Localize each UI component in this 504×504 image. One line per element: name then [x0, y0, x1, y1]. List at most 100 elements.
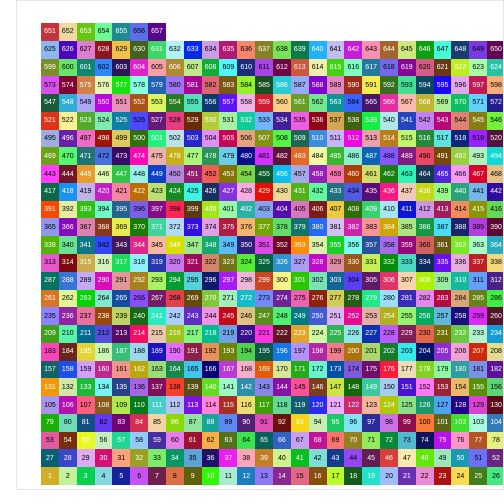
color-swatch-375: 375 [219, 218, 238, 237]
color-swatch-206: 206 [451, 342, 470, 361]
color-swatch-518: 518 [451, 129, 470, 148]
color-swatch-10: 10 [201, 467, 220, 485]
color-swatch-240: 240 [130, 307, 149, 326]
color-swatch-425: 425 [183, 182, 202, 201]
color-swatch-399: 399 [183, 200, 202, 219]
color-swatch-514: 514 [380, 129, 398, 148]
color-swatch-656: 656 [130, 23, 149, 41]
color-swatch-257: 257 [433, 307, 452, 326]
color-swatch-353: 353 [290, 236, 309, 254]
color-swatch-505: 505 [219, 129, 238, 148]
color-swatch-277: 277 [326, 289, 345, 308]
color-swatch-596: 596 [451, 76, 470, 95]
color-swatch-65: 65 [255, 431, 273, 450]
color-swatch-373: 373 [183, 218, 202, 237]
color-swatch-359: 359 [397, 236, 416, 254]
color-swatch-232: 232 [451, 325, 470, 343]
color-swatch-409: 409 [362, 200, 381, 219]
color-swatch-434: 434 [344, 182, 363, 201]
color-swatch-85: 85 [148, 413, 166, 432]
color-swatch-604: 604 [130, 58, 149, 77]
color-swatch-297: 297 [219, 271, 238, 290]
color-swatch-544: 544 [451, 111, 470, 130]
color-swatch-504: 504 [201, 129, 220, 148]
color-swatch-78: 78 [487, 431, 503, 450]
color-swatch-292: 292 [130, 271, 149, 290]
color-swatch-265: 265 [112, 289, 131, 308]
color-swatch-522: 522 [58, 111, 77, 130]
color-swatch-221: 221 [255, 325, 273, 343]
color-swatch-459: 459 [326, 165, 345, 183]
color-swatch-233: 233 [469, 325, 488, 343]
color-swatch-245: 245 [219, 307, 238, 326]
color-swatch-605: 605 [148, 58, 166, 77]
color-swatch-368: 368 [94, 218, 113, 237]
color-swatch-349: 349 [219, 236, 238, 254]
color-swatch-456: 456 [273, 165, 291, 183]
color-swatch-321: 321 [183, 254, 202, 272]
color-swatch-389: 389 [469, 218, 488, 237]
color-swatch-8: 8 [165, 467, 184, 485]
color-swatch-16: 16 [308, 467, 327, 485]
color-swatch-335: 335 [433, 254, 452, 272]
color-swatch-590: 590 [344, 76, 363, 95]
color-swatch-73: 73 [397, 431, 416, 450]
color-swatch-230: 230 [415, 325, 434, 343]
color-swatch-641: 641 [326, 40, 345, 59]
color-swatch-295: 295 [183, 271, 202, 290]
color-swatch-305: 305 [362, 271, 381, 290]
color-swatch-481: 481 [255, 147, 273, 166]
color-swatch-457: 457 [290, 165, 309, 183]
color-swatch-494: 494 [487, 147, 503, 166]
color-swatch-621: 621 [433, 58, 452, 77]
color-swatch-18: 18 [344, 467, 363, 485]
color-swatch-496: 496 [58, 129, 77, 148]
color-swatch-179: 179 [433, 360, 452, 379]
color-swatch-598: 598 [487, 76, 503, 95]
color-swatch-25: 25 [469, 467, 488, 485]
color-swatch-608: 608 [201, 58, 220, 77]
color-swatch-446: 446 [94, 165, 113, 183]
color-swatch-463: 463 [397, 165, 416, 183]
color-swatch-423: 423 [148, 182, 166, 201]
color-swatch-366: 366 [58, 218, 77, 237]
color-swatch-490: 490 [415, 147, 434, 166]
color-swatch-24: 24 [451, 467, 470, 485]
color-swatch-607: 607 [183, 58, 202, 77]
color-swatch-374: 374 [201, 218, 220, 237]
color-swatch-272: 272 [237, 289, 256, 308]
color-swatch-625: 625 [41, 40, 59, 59]
color-swatch-474: 474 [130, 147, 149, 166]
color-swatch-520: 520 [487, 129, 503, 148]
color-swatch-248: 248 [273, 307, 291, 326]
color-swatch-288: 288 [58, 271, 77, 290]
color-swatch-562: 562 [308, 94, 327, 112]
color-swatch-426: 426 [201, 182, 220, 201]
color-swatch-58: 58 [130, 431, 149, 450]
color-swatch-637: 637 [255, 40, 273, 59]
color-swatch-403: 403 [255, 200, 273, 219]
color-swatch-62: 62 [201, 431, 220, 450]
color-swatch-119: 119 [290, 396, 309, 414]
color-swatch-45: 45 [362, 449, 381, 468]
color-swatch-218: 218 [201, 325, 220, 343]
color-swatch-158: 158 [58, 360, 77, 379]
color-swatch-14: 14 [273, 467, 291, 485]
color-swatch-70: 70 [344, 431, 363, 450]
color-swatch-640: 640 [308, 40, 327, 59]
color-swatch-200: 200 [344, 342, 363, 361]
color-swatch-493: 493 [469, 147, 488, 166]
color-swatch-183: 183 [41, 342, 59, 361]
color-swatch-106: 106 [58, 396, 77, 414]
color-swatch-480: 480 [237, 147, 256, 166]
color-swatch-618: 618 [380, 58, 398, 77]
color-swatch-210: 210 [58, 325, 77, 343]
color-swatch-626: 626 [58, 40, 77, 59]
color-swatch-29: 29 [76, 449, 95, 468]
color-swatch-340: 340 [58, 236, 77, 254]
color-swatch-134: 134 [94, 378, 113, 397]
color-swatch-612: 612 [273, 58, 291, 77]
color-swatch-247: 247 [255, 307, 273, 326]
color-swatch-84: 84 [130, 413, 149, 432]
color-swatch-88: 88 [201, 413, 220, 432]
